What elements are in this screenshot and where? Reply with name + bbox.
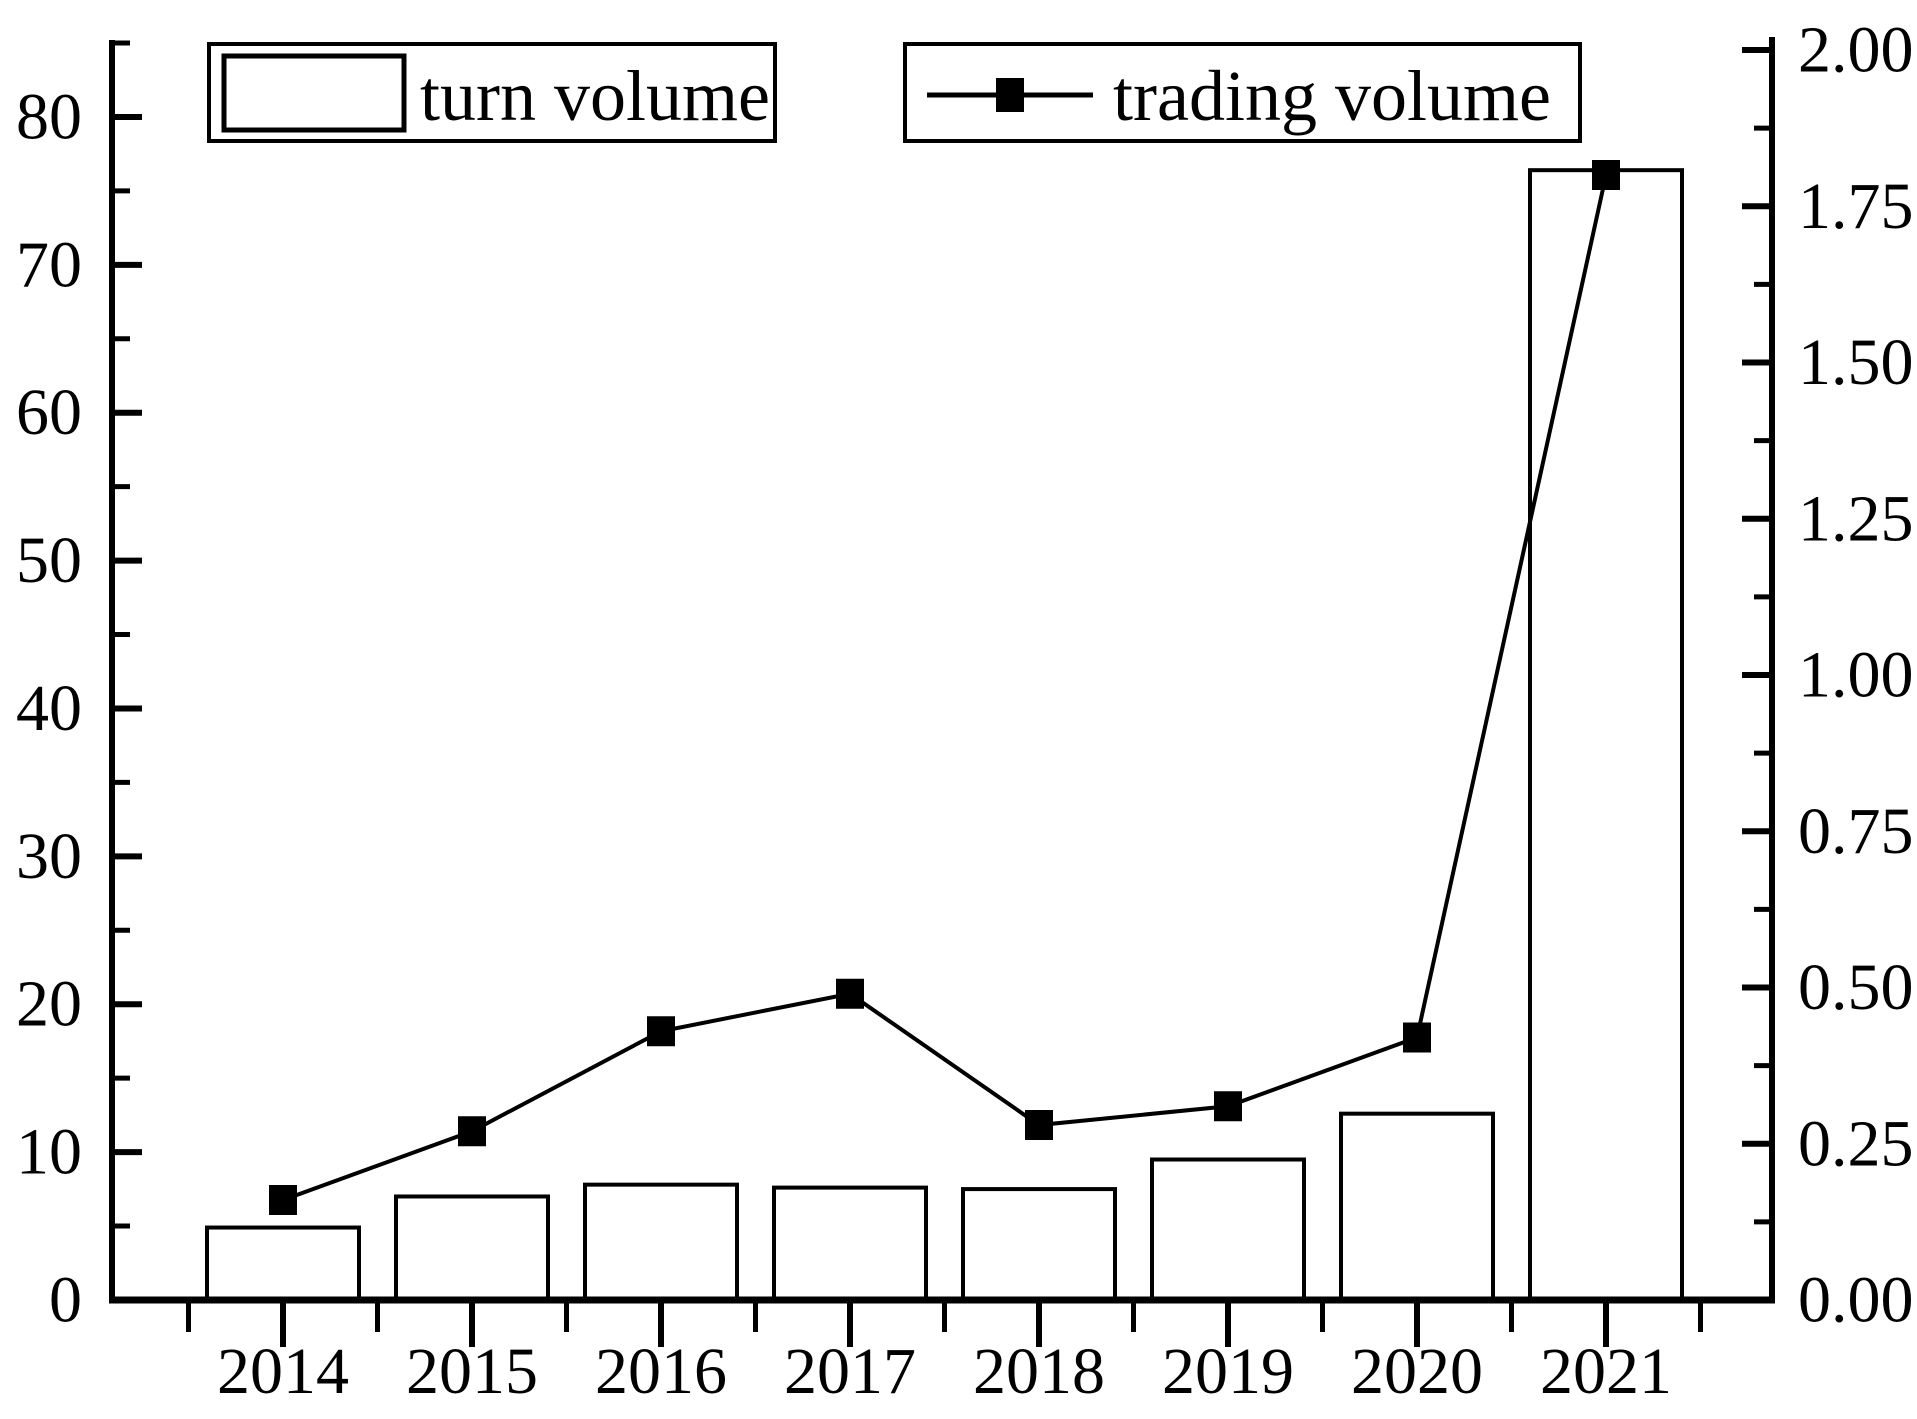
trading-volume-marker-2020	[1403, 1022, 1431, 1053]
x-axis-tick-label: 2020	[1351, 1335, 1483, 1408]
x-axis-tick-label: 2021	[1540, 1335, 1672, 1408]
legend-label-turn-volume: turn volume	[420, 56, 770, 136]
right-axis-tick-label: 1.00	[1798, 639, 1914, 712]
bar-2021	[1528, 168, 1684, 1302]
x-axis-tick-label: 2015	[406, 1335, 538, 1408]
left-axis-tick-label: 60	[16, 376, 82, 449]
right-axis-tick-label: 2.00	[1798, 14, 1914, 87]
left-axis-tick-label: 0	[49, 1264, 82, 1337]
bar-2014	[205, 1225, 361, 1302]
right-axis-tick-label: 0.75	[1798, 795, 1914, 868]
right-axis-tick-label: 1.25	[1798, 482, 1914, 555]
left-axis-tick-label: 80	[16, 80, 82, 153]
bar-2015	[394, 1194, 550, 1302]
bar-2018	[961, 1187, 1117, 1303]
left-axis-tick-label: 20	[16, 968, 82, 1041]
left-axis-tick-label: 50	[16, 524, 82, 597]
x-axis-tick-label: 2016	[595, 1335, 727, 1408]
right-axis-tick-label: 0.00	[1798, 1264, 1914, 1337]
bar-2016	[583, 1182, 739, 1302]
x-axis-tick-label: 2018	[973, 1335, 1105, 1408]
x-axis-tick-label: 2019	[1162, 1335, 1294, 1408]
trading-volume-marker-2014	[269, 1185, 297, 1215]
trading-volume-marker-2016	[647, 1016, 675, 1047]
trading-volume-marker-2017	[836, 978, 864, 1009]
right-axis-tick-label: 1.50	[1798, 326, 1914, 399]
right-axis-tick-label: 1.75	[1798, 170, 1914, 243]
left-axis-tick-label: 70	[16, 228, 82, 301]
right-axis-tick-label: 0.25	[1798, 1107, 1914, 1180]
bar-2020	[1339, 1111, 1495, 1302]
legend-bar-swatch	[221, 53, 407, 133]
legend-label-trading-volume: trading volume	[1113, 56, 1551, 136]
trading-volume-marker-2021	[1592, 160, 1620, 190]
bar-2019	[1150, 1157, 1306, 1302]
x-axis-tick-label: 2014	[217, 1335, 349, 1408]
trading-volume-marker-2015	[458, 1116, 486, 1147]
x-axis-tick-label: 2017	[784, 1335, 916, 1408]
left-axis-tick-label: 10	[16, 1116, 82, 1189]
trading-volume-marker-2019	[1214, 1091, 1242, 1122]
trading-volume-marker-2018	[1025, 1110, 1053, 1140]
left-axis-tick-label: 40	[16, 672, 82, 745]
legend-marker-swatch-icon	[996, 78, 1024, 112]
trading-volume-line	[282, 174, 1608, 1202]
left-axis-tick-label: 30	[16, 820, 82, 893]
bar-2017	[772, 1185, 928, 1302]
right-axis-tick-label: 0.50	[1798, 951, 1914, 1024]
